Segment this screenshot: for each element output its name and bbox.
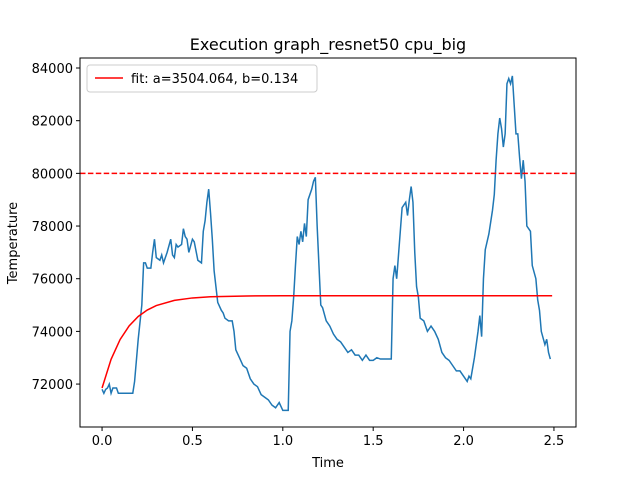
- y-axis-label: Temperature: [6, 202, 21, 285]
- x-tick-label: 0.0: [92, 434, 113, 449]
- y-tick-label: 72000: [32, 378, 73, 393]
- x-tick-label: 2.5: [544, 434, 565, 449]
- y-tick-label: 82000: [32, 115, 73, 130]
- y-tick-label: 74000: [32, 325, 73, 340]
- x-tick-label: 0.5: [182, 434, 203, 449]
- x-tick-label: 1.5: [363, 434, 384, 449]
- x-tick-label: 2.0: [453, 434, 474, 449]
- y-tick-label: 78000: [32, 220, 73, 235]
- legend-box: [86, 64, 318, 93]
- x-axis-label: Time: [311, 456, 344, 471]
- data-line: [101, 75, 552, 412]
- y-tick-label: 80000: [32, 167, 73, 182]
- legend-label: fit: a=3504.064, b=0.134: [131, 72, 298, 87]
- data-line: [101, 294, 553, 389]
- y-tick-label: 76000: [32, 273, 73, 288]
- x-tick-label: 1.0: [272, 434, 293, 449]
- y-tick-label: 84000: [32, 62, 73, 77]
- axes-frame: [79, 57, 577, 428]
- chart-title: Execution graph_resnet50 cpu_big: [190, 35, 466, 55]
